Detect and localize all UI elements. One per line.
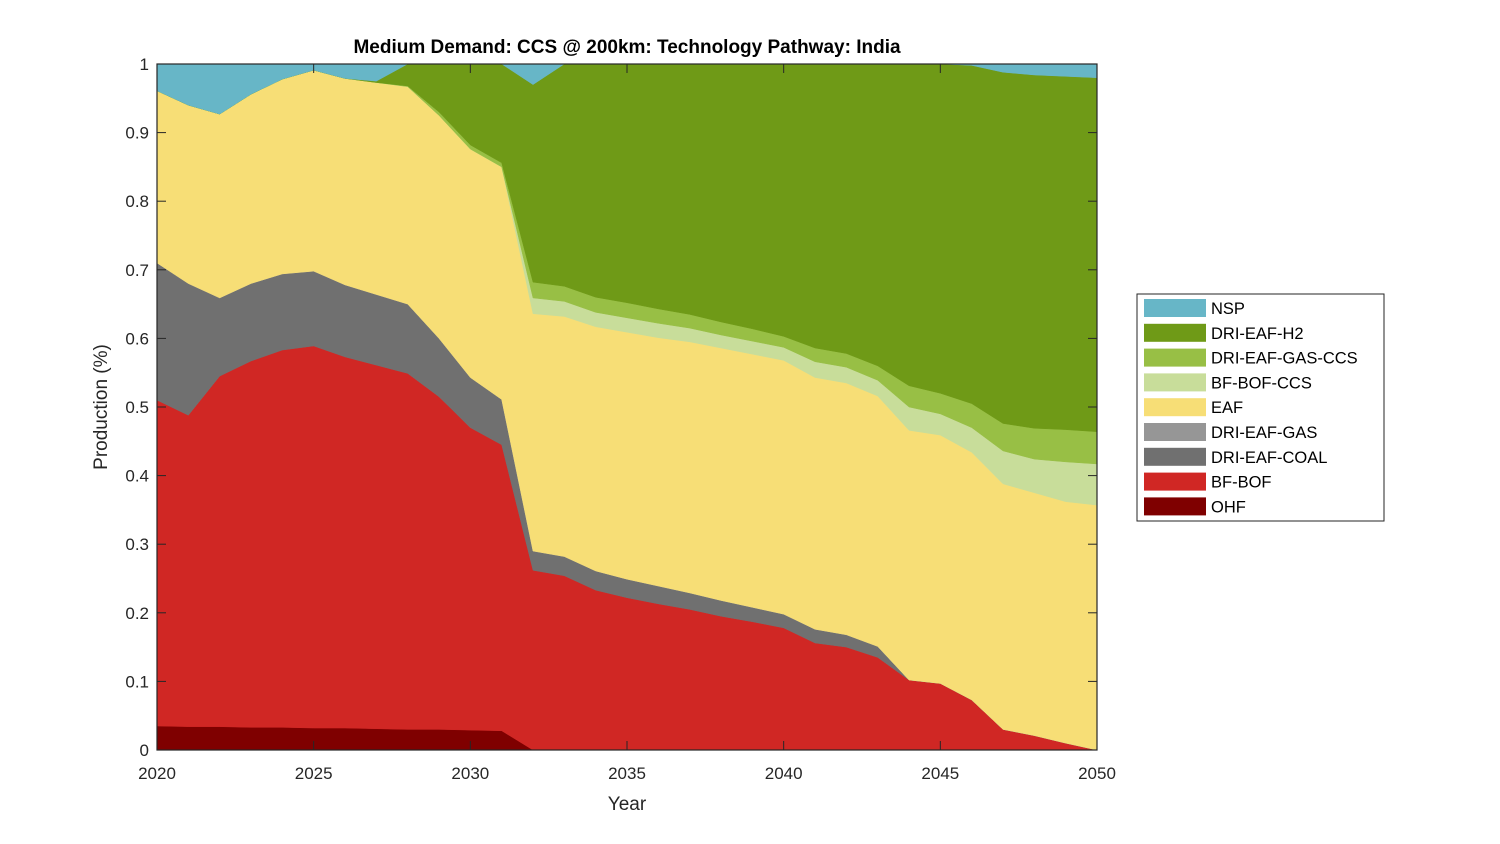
legend-swatch-eaf [1144,398,1206,416]
y-tick-label: 0.6 [125,329,149,348]
x-tick-label: 2045 [921,764,959,783]
legend-swatch-dri-eaf-h2 [1144,324,1206,342]
y-tick-label: 0.3 [125,535,149,554]
legend-swatch-dri-eaf-gas-ccs [1144,349,1206,367]
legend-label-bf-bof-ccs: BF-BOF-CCS [1211,374,1312,392]
legend-label-dri-eaf-gas-ccs: DRI-EAF-GAS-CCS [1211,350,1358,368]
y-tick-label: 0.4 [125,467,149,486]
legend-label-ohf: OHF [1211,498,1246,516]
legend-label-dri-eaf-h2: DRI-EAF-H2 [1211,325,1304,343]
y-tick-label: 0.5 [125,398,149,417]
legend: NSP DRI-EAF-H2 DRI-EAF-GAS-CCS BF-BOF-CCS EA… [1137,294,1384,521]
x-tick-label: 2020 [138,764,176,783]
x-tick-label: 2040 [765,764,803,783]
legend-label-bf-bof: BF-BOF [1211,474,1272,492]
legend-swatch-bf-bof-ccs [1144,373,1206,391]
x-tick-label: 2025 [295,764,333,783]
y-tick-label: 0 [140,741,149,760]
legend-swatch-ohf [1144,497,1206,515]
areas-group [157,64,1097,750]
y-tick-label: 1 [140,55,149,74]
y-tick-label: 0.9 [125,124,149,143]
y-tick-label: 0.8 [125,192,149,211]
legend-label-eaf: EAF [1211,399,1243,417]
legend-label-dri-eaf-coal: DRI-EAF-COAL [1211,449,1327,467]
x-axis-label: Year [608,794,647,815]
legend-swatch-dri-eaf-coal [1144,448,1206,466]
x-tick-label: 2050 [1078,764,1116,783]
x-tick-label: 2035 [608,764,646,783]
legend-swatch-nsp [1144,299,1206,317]
legend-label-dri-eaf-gas: DRI-EAF-GAS [1211,424,1317,442]
legend-swatch-bf-bof [1144,473,1206,491]
y-axis-label: Production (%) [91,344,112,470]
legend-swatch-dri-eaf-gas [1144,423,1206,441]
y-tick-label: 0.2 [125,604,149,623]
y-tick-label: 0.1 [125,672,149,691]
x-tick-label: 2030 [451,764,489,783]
y-tick-label: 0.7 [125,261,149,280]
chart-title: Medium Demand: CCS @ 200km: Technology P… [353,37,901,58]
legend-label-nsp: NSP [1211,300,1245,318]
